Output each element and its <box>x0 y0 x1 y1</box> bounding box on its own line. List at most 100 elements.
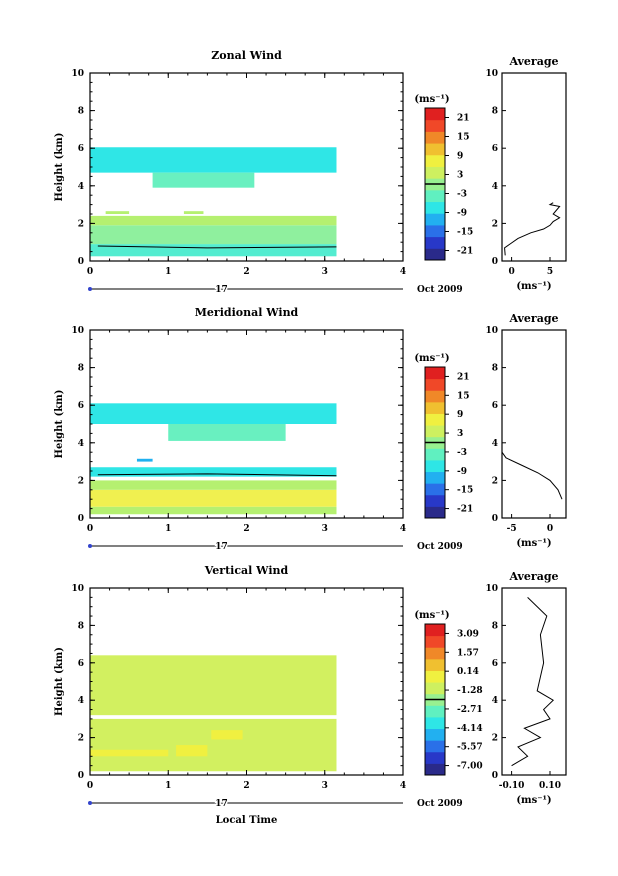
panel3-ylabel: Height (km) <box>54 647 65 716</box>
panel1-title: Zonal Wind <box>211 49 282 62</box>
panel1-colorbar-segment <box>425 108 445 121</box>
panel2-colorbar-segment <box>425 494 445 507</box>
panel2-data-band <box>90 506 337 515</box>
panel3-colorbar-segment <box>425 658 445 671</box>
panel3-colorbar-segment <box>425 647 445 660</box>
panel2-profile-xtick-label: -5 <box>507 524 517 534</box>
panel2-colorbar-segment <box>425 459 445 473</box>
panel3-profile-line <box>511 596 555 767</box>
panel3-colorbar-label: -2.71 <box>457 705 483 715</box>
panel3-colorbar-segment <box>425 682 445 695</box>
panel1-colorbar-segment <box>425 143 445 156</box>
panel2-ytick-label: 8 <box>78 364 84 374</box>
panel3-colorbar-segment <box>425 763 445 776</box>
panel1-ytick-label: 8 <box>78 107 84 117</box>
panel3-colorbar-segment <box>425 740 445 753</box>
panel2-profile-ylabel: 0 <box>492 514 498 524</box>
panel1-colorbar-segment <box>425 224 445 238</box>
panel3-profile-ylabel: 6 <box>492 659 498 669</box>
panel2-ytick-label: 2 <box>78 476 84 486</box>
panel2-colorbar-label: 21 <box>457 372 470 382</box>
panel2-date-marker <box>88 544 92 548</box>
panel3-colorbar-segment <box>425 716 445 730</box>
panel1-colorbar-label: -15 <box>457 228 473 238</box>
panel3-data-band <box>90 718 337 772</box>
panel3-title: Vertical Wind <box>204 564 289 577</box>
panel1-profile-ylabel: 2 <box>492 219 498 229</box>
panel2-xtick-label: 3 <box>322 524 328 534</box>
panel1-data-band <box>90 225 337 245</box>
panel2-colorbar-segment <box>425 448 445 461</box>
panel2-xtick-label: 1 <box>165 524 171 534</box>
panel2-contour-line <box>97 473 337 477</box>
panel3-xtick-label: 2 <box>243 781 249 791</box>
panel1-colorbar-label: 15 <box>457 133 470 143</box>
panel1-ytick-label: 0 <box>78 257 84 267</box>
panel1-profile-ylabel: 10 <box>485 69 498 79</box>
panel3-xtick-label: 0 <box>87 781 93 791</box>
panel3-colorbar-label: -7.00 <box>457 762 483 772</box>
panel1-data-band <box>90 244 337 257</box>
panel1-colorbar-label: 9 <box>457 152 463 162</box>
panel1-colorbar-label: 3 <box>457 171 463 181</box>
panel1-colorbar-segment <box>425 201 445 214</box>
panel2-colorbar-segment <box>425 378 445 391</box>
panel3-colorbar-label: -4.14 <box>457 724 483 734</box>
panel1-colorbar-unit: (ms⁻¹) <box>414 94 449 105</box>
panel3-xtick-label: 1 <box>165 781 171 791</box>
panel2-colorbar-label: -15 <box>457 486 473 496</box>
panel1-colorbar-segment <box>425 236 445 249</box>
panel2-colorbar-segment <box>425 367 445 380</box>
panel3-ytick-label: 8 <box>78 621 84 631</box>
panel2-colorbar-label: 9 <box>457 410 463 420</box>
panel2-profile-xlabel: (ms⁻¹) <box>516 538 551 549</box>
panel1-profile-ylabel: 4 <box>492 182 498 192</box>
panel2-profile-frame <box>501 329 567 519</box>
panel1-data-band <box>90 215 337 226</box>
panel1-profile-ylabel: 6 <box>492 144 498 154</box>
panel2-data-band <box>90 403 337 424</box>
panel1-xtick-label: 0 <box>87 267 93 277</box>
panel3-profile-frame <box>501 587 567 776</box>
panel2-date-day: 17 <box>215 542 228 552</box>
panel3-data-band <box>211 730 243 740</box>
panel2-colorbar-segment <box>425 506 445 519</box>
panel3-date-label: Oct 2009 <box>417 799 463 809</box>
panel3-colorbar-segment <box>425 670 445 683</box>
panel1-profile-xtick-label: 0 <box>508 267 514 277</box>
panel3-colorbar-segment <box>425 705 445 718</box>
panel2-ytick-label: 10 <box>71 326 84 336</box>
panel1-colorbar-label: -21 <box>457 247 473 257</box>
panel2-title: Meridional Wind <box>195 306 299 319</box>
panel2-ytick-label: 4 <box>78 439 84 449</box>
panel3-colorbar-label: 3.09 <box>457 629 479 639</box>
panel2-ytick-label: 6 <box>78 401 84 411</box>
panel2-data-band <box>136 458 153 462</box>
panel3-data-band <box>176 745 208 757</box>
panel1-profile-title: Average <box>508 55 558 68</box>
panel2-data-band <box>90 489 337 507</box>
panel2-colorbar-label: 3 <box>457 429 463 439</box>
panel1-ytick-label: 2 <box>78 219 84 229</box>
panel2-xtick-label: 2 <box>243 524 249 534</box>
panel3-ytick-label: 0 <box>78 771 84 781</box>
panel3-ytick-label: 10 <box>71 584 84 594</box>
panel3-profile-ylabel: 4 <box>492 696 498 706</box>
panel1-profile-ylabel: 8 <box>492 107 498 117</box>
panel1-profile-xtick-label: 5 <box>547 267 553 277</box>
panel2-data-band <box>90 480 337 490</box>
panel2-colorbar-unit: (ms⁻¹) <box>414 353 449 364</box>
panel3-profile-title: Average <box>508 570 558 583</box>
panel3-data-band <box>90 749 169 757</box>
panel1-colorbar-segment <box>425 189 445 203</box>
panel3-colorbar-label: -1.28 <box>457 686 483 696</box>
panel1-profile-xlabel: (ms⁻¹) <box>516 281 551 292</box>
panel3-profile-ylabel: 8 <box>492 621 498 631</box>
panel2-colorbar-segment <box>425 390 445 403</box>
panel2-colorbar-segment <box>425 401 445 414</box>
panel1-xtick-label: 1 <box>165 267 171 277</box>
panel2-data-band <box>90 467 337 477</box>
panel2-profile-ylabel: 4 <box>492 439 498 449</box>
